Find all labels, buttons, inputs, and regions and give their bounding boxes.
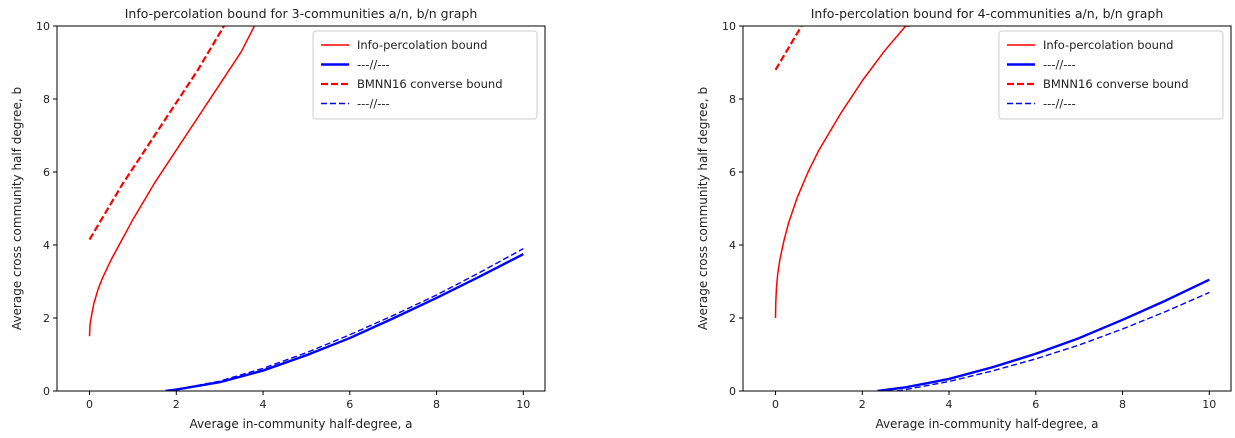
legend: Info-percolation bound ---//--- BMNN16 con… (312, 30, 538, 120)
series-line-3 (88, 26, 225, 241)
y-tick-label: 4 (43, 239, 50, 252)
x-tick-label: 8 (433, 398, 440, 411)
y-tick-label: 6 (729, 166, 736, 179)
x-axis-label: Average in-community half-degree, a (875, 417, 1098, 431)
x-tick-label: 10 (1202, 398, 1216, 411)
x-tick-label: 6 (346, 398, 353, 411)
y-tick-label: 2 (43, 312, 50, 325)
chart-panel-1: 0 2 4 6 8 10 0 2 4 6 8 10 Info-percolation bound for… (10, 6, 546, 431)
x-tick-label: 0 (772, 398, 779, 411)
series-line-1 (774, 26, 910, 319)
legend-entry-label: Info-percolation bound (357, 38, 487, 52)
legend-entry-label: ---//--- (357, 58, 390, 72)
legend-entry-label: ---//--- (357, 97, 390, 111)
series-line-2 (877, 278, 1210, 391)
x-tick-label: 4 (260, 398, 267, 411)
axes-frame (56, 25, 546, 392)
legend-entry-label: BMNN16 converse bound (357, 77, 503, 91)
legend: Info-percolation bound ---//--- BMNN16 con… (998, 30, 1224, 120)
series-line-1 (88, 26, 256, 337)
y-tick-label: 6 (43, 166, 50, 179)
x-axis-label: Average in-community half-degree, a (189, 417, 412, 431)
x-tick-label: 10 (516, 398, 530, 411)
series-line-4 (169, 248, 524, 391)
y-tick-label: 8 (43, 93, 50, 106)
y-tick-label: 2 (729, 312, 736, 325)
x-tick-label: 4 (946, 398, 953, 411)
x-tick-label: 0 (86, 398, 93, 411)
y-tick-label: 10 (722, 20, 736, 33)
y-axis-label: Average cross community half degree, b (10, 87, 24, 330)
axes-frame (742, 25, 1232, 392)
series-line-2 (165, 253, 524, 391)
legend-entry-label: ---//--- (1043, 58, 1076, 72)
series-line-4 (896, 291, 1210, 391)
x-tick-label: 2 (859, 398, 866, 411)
y-tick-label: 0 (729, 385, 736, 398)
y-tick-label: 4 (729, 239, 736, 252)
legend-box (998, 30, 1224, 120)
y-axis-label: Average cross community half degree, b (696, 87, 710, 330)
chart-title: Info-percolation bound for 3-communities… (125, 6, 478, 21)
x-tick-label: 6 (1032, 398, 1039, 411)
chart-panel-2: 0 2 4 6 8 10 0 2 4 6 8 10 Info-percolation bound for… (696, 6, 1232, 431)
y-tick-label: 0 (43, 385, 50, 398)
x-tick-label: 2 (173, 398, 180, 411)
x-tick-label: 8 (1119, 398, 1126, 411)
legend-entry-label: BMNN16 converse bound (1043, 77, 1189, 91)
series-line-3 (774, 26, 803, 71)
legend-entry-label: ---//--- (1043, 97, 1076, 111)
chart-title: Info-percolation bound for 4-communities… (811, 6, 1164, 21)
y-tick-label: 8 (729, 93, 736, 106)
y-tick-label: 10 (36, 20, 50, 33)
legend-entry-label: Info-percolation bound (1043, 38, 1173, 52)
legend-box (312, 30, 538, 120)
